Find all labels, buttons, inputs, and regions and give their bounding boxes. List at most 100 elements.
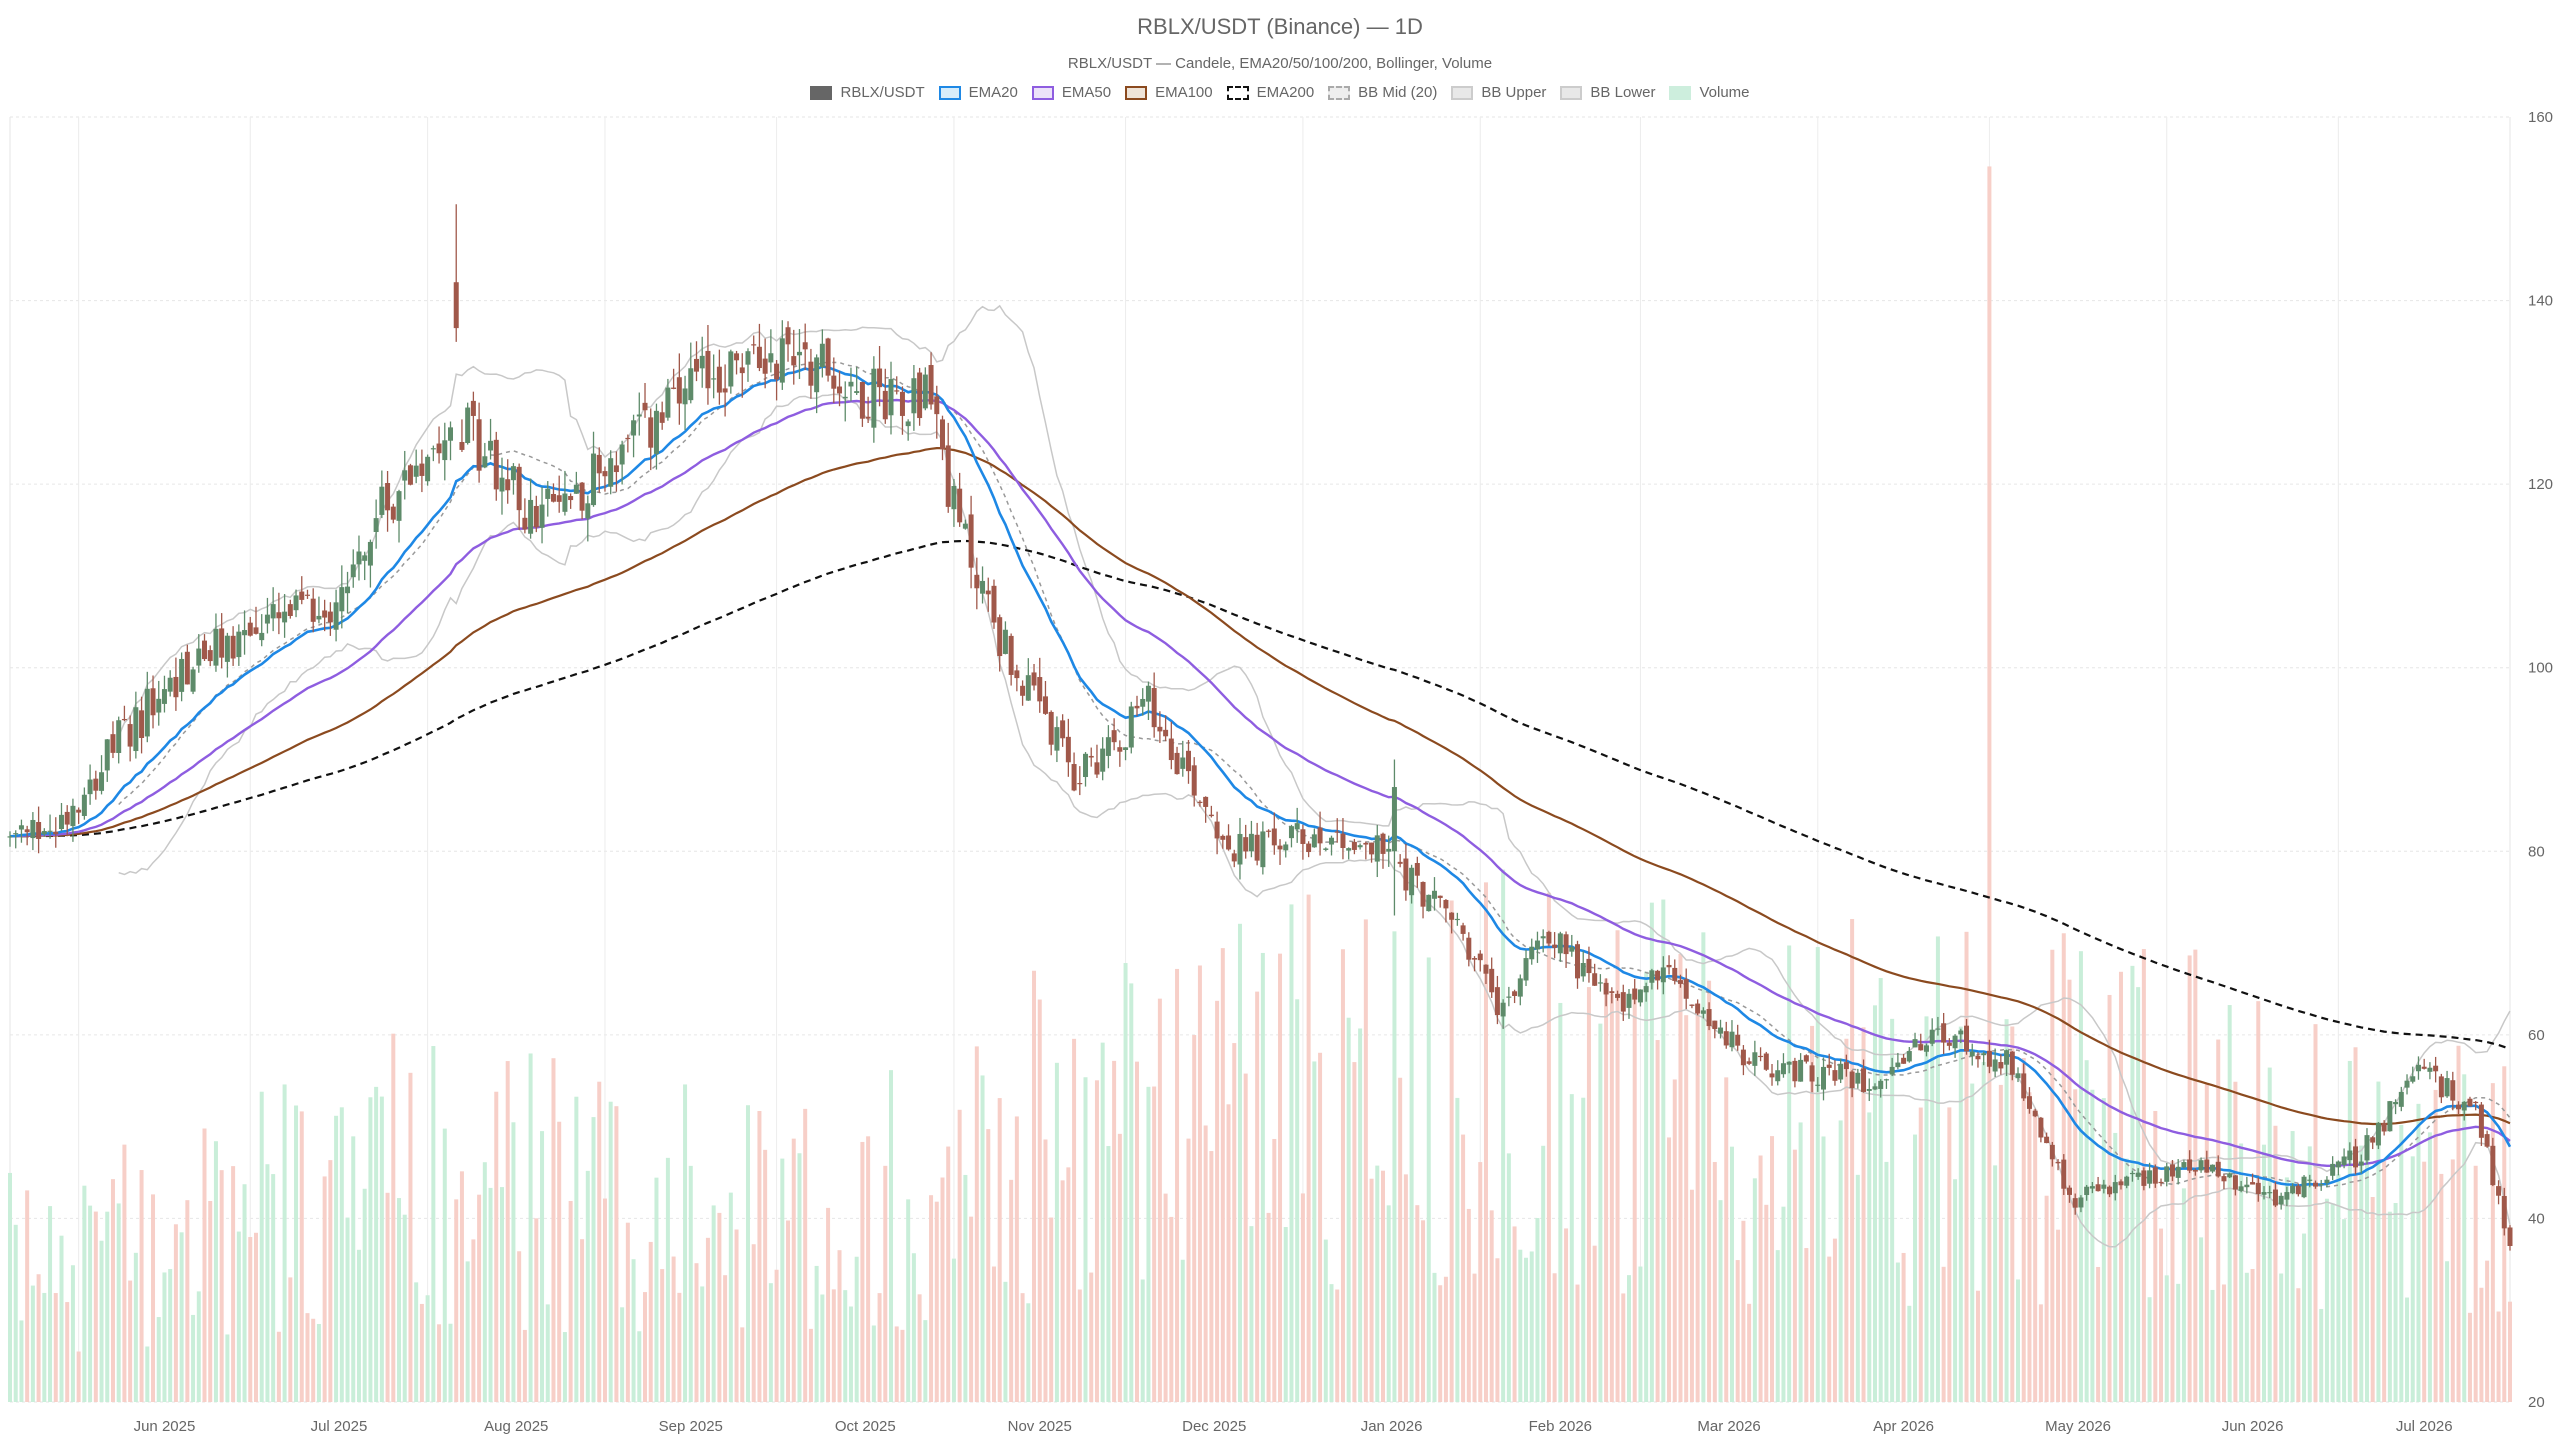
volume-bar	[763, 1149, 768, 1402]
candle-body	[2066, 1187, 2072, 1195]
volume-bar	[1169, 1216, 1174, 1402]
candle-body	[202, 640, 208, 660]
y-tick-label: 40	[2528, 1210, 2545, 1227]
candle-body	[1523, 958, 1529, 981]
candle-body	[2158, 1181, 2164, 1184]
legend-item-8[interactable]: Volume	[1669, 84, 1750, 101]
candle-body	[402, 470, 408, 481]
candle-body	[2164, 1166, 2170, 1182]
volume-bar	[1077, 1289, 1082, 1402]
volume-bar	[1586, 987, 1591, 1402]
candle-body	[1695, 1003, 1701, 1014]
volume-bar	[1581, 1097, 1586, 1402]
volume-bar	[2136, 987, 2141, 1402]
candle-body	[224, 635, 230, 662]
candle-body	[1998, 1062, 2004, 1069]
volume-bar	[2336, 1174, 2341, 1402]
candle-body	[568, 496, 574, 501]
candle-body	[482, 456, 488, 468]
volume-bar	[1358, 1028, 1363, 1402]
volume-bar	[911, 1253, 916, 1402]
legend-item-7[interactable]: BB Lower	[1560, 84, 1655, 101]
volume-bar	[2399, 1124, 2404, 1402]
candle-body	[2026, 1096, 2032, 1109]
volume-bar	[2496, 1311, 2501, 1402]
y-tick-label: 120	[2528, 476, 2553, 493]
volume-bar	[814, 1265, 819, 1402]
candle-body	[1288, 826, 1294, 839]
volume-bar	[1306, 894, 1311, 1402]
volume-bar	[2382, 1160, 2387, 1402]
volume-bar	[1741, 1220, 1746, 1402]
volume-bar	[2101, 1098, 2106, 1402]
legend-item-1[interactable]: EMA20	[938, 84, 1018, 101]
candle-body	[379, 486, 385, 515]
legend-label: Volume	[1699, 84, 1750, 101]
candle-body	[934, 396, 940, 415]
candle-body	[2072, 1198, 2078, 1208]
legend-item-2[interactable]: EMA50	[1031, 84, 1111, 101]
volume-bar	[322, 1176, 327, 1402]
candle-body	[1958, 1030, 1964, 1035]
volume-bar	[1758, 1155, 1763, 1402]
volume-bar	[2479, 1287, 2484, 1402]
volume-bar	[1592, 1245, 1597, 1402]
candle-body	[2467, 1098, 2473, 1107]
volume-bar	[1689, 1189, 1694, 1402]
candle-body	[2101, 1184, 2107, 1189]
volume-bar	[345, 1217, 350, 1402]
legend-item-4[interactable]: EMA200	[1226, 84, 1314, 101]
volume-bar	[168, 1269, 173, 1402]
candle-body	[762, 358, 768, 374]
candle-body	[814, 357, 820, 393]
candle-body	[2255, 1182, 2261, 1195]
legend-item-0[interactable]: RBLX/USDT	[810, 84, 925, 101]
volume-bar	[1363, 919, 1368, 1402]
legend-item-6[interactable]: BB Upper	[1451, 84, 1546, 101]
volume-bar	[1770, 1136, 1775, 1402]
y-tick-label: 100	[2528, 660, 2553, 677]
chart-subtitle: RBLX/USDT — Candele, EMA20/50/100/200, B…	[1067, 55, 1493, 72]
volume-bar	[1037, 999, 1042, 1402]
ema100-line	[10, 446, 2511, 1126]
volume-bar	[2319, 1308, 2324, 1402]
candle-body	[2141, 1170, 2147, 1186]
volume-bar	[1272, 1138, 1277, 1402]
legend-label: RBLX/USDT	[840, 84, 925, 101]
volume-bar	[1340, 949, 1345, 1402]
volume-bar	[179, 1232, 184, 1402]
volume-bar	[648, 1241, 653, 1402]
candle-body	[774, 363, 780, 380]
candle-body	[144, 688, 150, 737]
candle-body	[459, 442, 465, 450]
volume-bar	[1781, 1206, 1786, 1402]
candle-body	[1660, 967, 1666, 983]
volume-bar	[225, 1334, 230, 1402]
volume-bar	[1443, 1276, 1448, 1402]
x-tick-label: Oct 2025	[835, 1418, 896, 1435]
volume-bar	[557, 1121, 562, 1402]
candle-body	[156, 698, 162, 713]
volume-bar	[93, 1211, 98, 1402]
candle-body	[2347, 1150, 2353, 1161]
volume-bar	[276, 1331, 281, 1402]
candle-body	[1042, 696, 1048, 714]
candle-body	[2456, 1104, 2462, 1110]
volume-bar	[1764, 1204, 1769, 1402]
volume-bar	[671, 1256, 676, 1402]
volume-bar	[1083, 1077, 1088, 1402]
candle-body	[436, 443, 442, 454]
volume-bar	[1026, 1303, 1031, 1402]
legend-item-5[interactable]: BB Mid (20)	[1328, 84, 1437, 101]
volume-bar	[105, 1211, 110, 1402]
candle-body	[1912, 1039, 1918, 1048]
volume-bar	[397, 1198, 402, 1402]
legend-item-3[interactable]: EMA100	[1125, 84, 1213, 101]
x-tick-label: Jun 2026	[2222, 1418, 2284, 1435]
volume-bar	[379, 1096, 384, 1402]
volume-bar	[1449, 900, 1454, 1402]
candle-body	[2152, 1167, 2158, 1184]
volume-bar	[643, 1292, 648, 1402]
candle-body	[1552, 944, 1558, 948]
volume-bar	[1621, 1293, 1626, 1402]
